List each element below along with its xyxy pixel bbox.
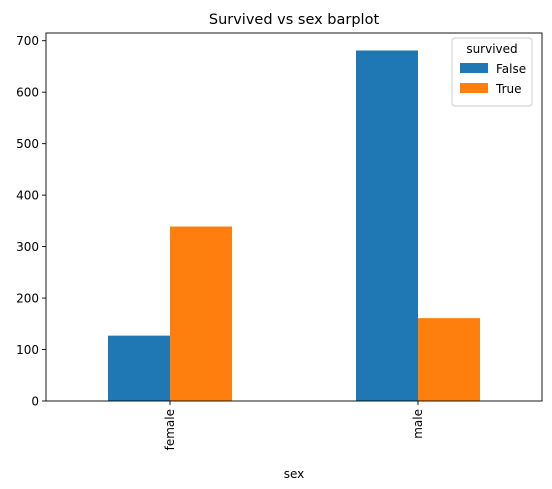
x-tick-label: female — [163, 409, 177, 450]
legend-label-true: True — [495, 82, 522, 96]
chart-title: Survived vs sex barplot — [209, 12, 380, 28]
bar-female-false — [108, 335, 170, 401]
y-tick-label: 100 — [16, 343, 39, 357]
bars — [108, 50, 480, 402]
bar-male-false — [356, 50, 418, 402]
y-tick-label: 200 — [16, 292, 39, 306]
x-tick-label: male — [411, 409, 425, 439]
legend-swatch-false — [460, 63, 488, 73]
legend-label-false: False — [496, 62, 526, 76]
y-tick-label: 400 — [16, 189, 39, 203]
legend-title: survived — [466, 42, 517, 56]
axes — [45, 32, 543, 402]
plot-frame — [45, 32, 543, 402]
bar-male-true — [418, 318, 480, 401]
bar-female-true — [170, 226, 232, 401]
legend: survived False True — [451, 37, 533, 107]
y-tick-label: 600 — [16, 86, 39, 100]
ticks: 0 100 200 300 400 500 600 700 female male — [16, 34, 425, 450]
legend-swatch-true — [460, 83, 488, 93]
y-tick-label: 0 — [31, 395, 39, 409]
y-tick-label: 700 — [16, 34, 39, 48]
y-tick-label: 300 — [16, 240, 39, 254]
x-axis-label: sex — [284, 467, 305, 481]
y-tick-label: 500 — [16, 137, 39, 151]
